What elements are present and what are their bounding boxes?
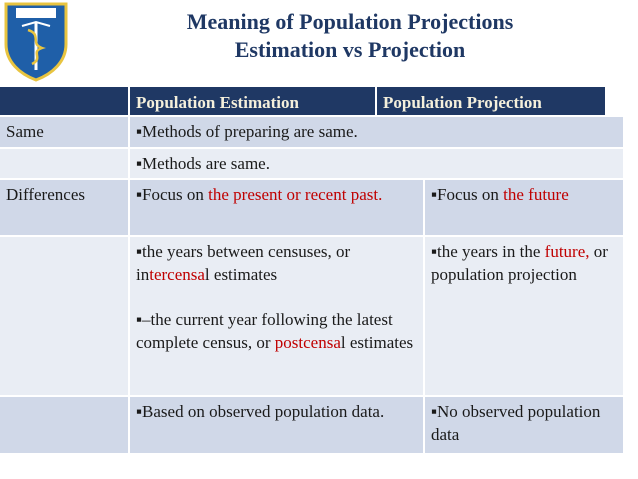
row-label (0, 237, 130, 397)
text-run: future, (544, 242, 590, 261)
title-line: Meaning of Population Projections (186, 9, 514, 34)
row-label (0, 397, 130, 455)
title-line: Estimation vs Projection (234, 37, 466, 62)
text-run: tercensa (149, 265, 205, 284)
paragraph: ▪Methods of preparing are same. (136, 120, 617, 143)
logo (4, 2, 68, 82)
text-run: ▪–the current year following the latest … (136, 310, 393, 352)
text-run: the future (503, 185, 569, 204)
text-run: ▪No observed population data (431, 402, 601, 444)
table-cell: ▪Focus on the future (425, 180, 625, 237)
table-cell: ▪Methods are same. (130, 149, 625, 180)
row-label: Same (0, 117, 130, 149)
paragraph: ▪Based on observed population data. (136, 400, 417, 423)
text-run: ▪the years in the (431, 242, 545, 261)
paragraph: ▪Methods are same. (136, 152, 617, 175)
paragraph: ▪Focus on the future (431, 183, 617, 206)
text-run: l estimates (340, 333, 414, 352)
paragraph: ▪the years between censuses, or intercen… (136, 240, 417, 286)
text-run: ▪Methods of preparing are same. (136, 122, 358, 141)
text-run: ▪Based on observed population data. (136, 402, 385, 421)
table-cell: ▪No observed population data (425, 397, 625, 455)
text-run: ▪Focus on (136, 185, 209, 204)
table-cell: ▪the years between censuses, or intercen… (130, 237, 425, 397)
text-run: ▪the years between censuses, or in (136, 242, 351, 284)
text-run: l estimates (204, 265, 278, 284)
row-label: Differences (0, 180, 130, 237)
text-run: the present or recent past. (208, 185, 383, 204)
table-cell: ▪the years in the future, or population … (425, 237, 625, 397)
paragraph: ▪the years in the future, or population … (431, 240, 617, 286)
column-header: Population Estimation (130, 87, 377, 117)
column-header: Population Projection (377, 87, 607, 117)
table-cell: ▪Methods of preparing are same. (130, 117, 625, 149)
paragraph: ▪–the current year following the latest … (136, 308, 417, 354)
paragraph: ▪Focus on the present or recent past. (136, 183, 417, 206)
text-run: ▪Methods are same. (136, 154, 270, 173)
table-cell: ▪Based on observed population data. (130, 397, 425, 455)
text-run: ▪Focus on (431, 185, 504, 204)
text-run: postcensa (274, 333, 341, 352)
text-run: or population projection (431, 242, 608, 284)
paragraph: ▪No observed population data (431, 400, 617, 446)
table-cell: ▪Focus on the present or recent past. (130, 180, 425, 237)
row-label (0, 149, 130, 180)
header-cell (0, 87, 130, 117)
